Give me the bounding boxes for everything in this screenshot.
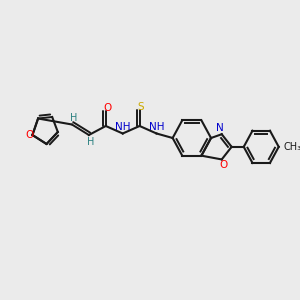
Text: H: H: [87, 136, 94, 147]
Text: O: O: [103, 103, 111, 113]
Text: S: S: [138, 101, 144, 112]
Text: N: N: [216, 123, 224, 133]
Text: NH: NH: [115, 122, 130, 133]
Text: CH₃: CH₃: [284, 142, 300, 152]
Text: O: O: [219, 160, 227, 170]
Text: NH: NH: [149, 122, 164, 133]
Text: O: O: [25, 130, 33, 140]
Text: H: H: [70, 113, 77, 123]
